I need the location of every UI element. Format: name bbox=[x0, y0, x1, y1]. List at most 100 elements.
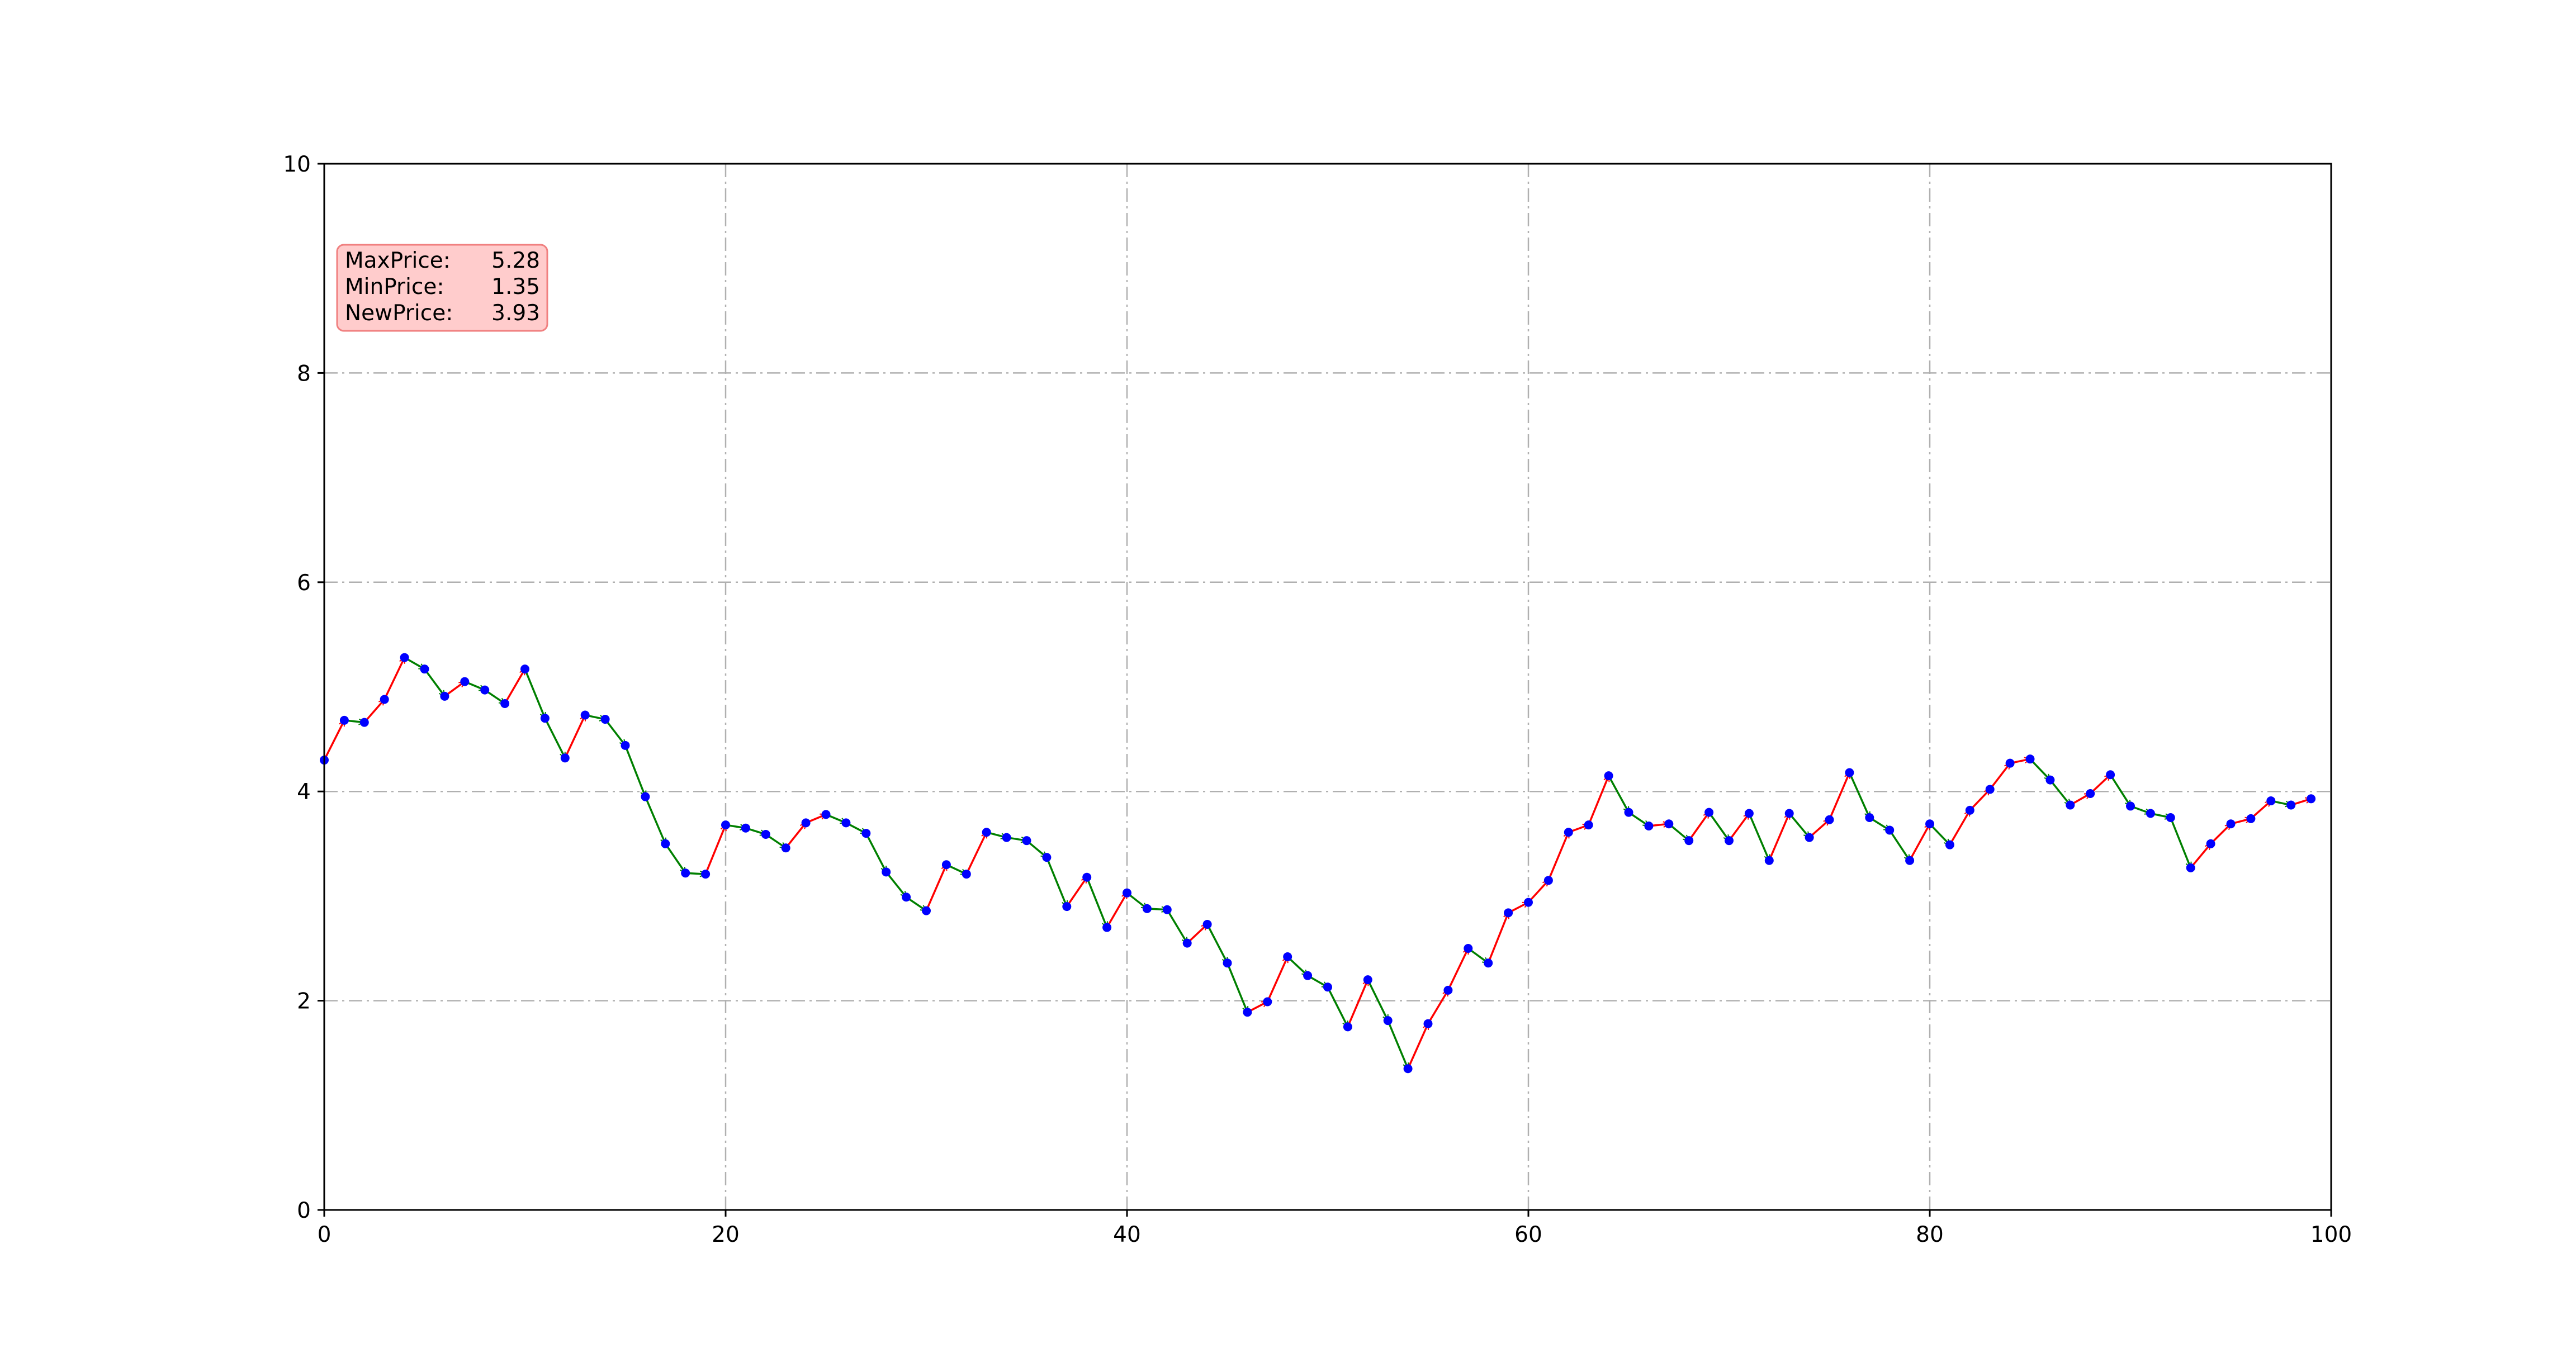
price-point bbox=[2025, 754, 2035, 764]
price-up-arrow bbox=[504, 669, 526, 704]
price-point bbox=[1363, 975, 1372, 985]
new-price-value: 3.93 bbox=[491, 301, 540, 326]
max-price-value: 5.28 bbox=[491, 248, 540, 273]
price-down-arrow bbox=[1888, 829, 1911, 860]
price-point bbox=[821, 810, 831, 819]
price-up-arrow bbox=[323, 720, 345, 761]
price-up-arrow bbox=[1347, 980, 1368, 1028]
price-point bbox=[962, 870, 971, 879]
price-point bbox=[600, 715, 610, 724]
price-up-arrow bbox=[1186, 924, 1208, 944]
price-point bbox=[2226, 819, 2236, 829]
x-tick-label: 40 bbox=[1113, 1222, 1141, 1247]
price-point bbox=[460, 677, 470, 686]
price-point bbox=[701, 870, 711, 879]
price-point bbox=[781, 843, 790, 853]
price-down-arrow bbox=[1287, 956, 1308, 976]
price-down-arrow bbox=[1788, 813, 1810, 838]
price-up-arrow bbox=[1407, 1024, 1429, 1069]
price-point bbox=[982, 828, 991, 837]
price-point bbox=[1484, 958, 1493, 968]
price-series bbox=[320, 653, 2316, 1074]
price-down-arrow bbox=[1327, 986, 1349, 1027]
price-point bbox=[1865, 813, 1874, 822]
price-point bbox=[1825, 815, 1834, 824]
price-point bbox=[2045, 775, 2055, 785]
price-point bbox=[1524, 898, 1533, 907]
x-tick-label: 100 bbox=[2310, 1222, 2352, 1247]
price-up-arrow bbox=[1828, 773, 1850, 820]
price-point bbox=[1604, 771, 1613, 781]
price-down-arrow bbox=[1387, 1020, 1408, 1069]
price-up-arrow bbox=[1547, 832, 1569, 881]
price-point bbox=[1945, 840, 1954, 849]
price-point bbox=[1403, 1064, 1413, 1074]
price-down-arrow bbox=[1608, 775, 1630, 813]
price-down-arrow bbox=[1929, 823, 1950, 844]
price-point bbox=[1985, 785, 1995, 794]
price-point bbox=[1142, 904, 1152, 913]
price-point bbox=[380, 695, 389, 704]
max-price-label: MaxPrice: bbox=[345, 248, 451, 273]
x-tick-label: 20 bbox=[712, 1222, 740, 1247]
price-point bbox=[580, 710, 590, 720]
price-down-arrow bbox=[1367, 979, 1389, 1020]
price-up-arrow bbox=[2090, 775, 2110, 795]
price-down-arrow bbox=[1166, 909, 1188, 943]
price-up-arrow bbox=[1066, 877, 1088, 908]
price-point bbox=[1443, 985, 1453, 995]
price-point bbox=[1564, 828, 1573, 837]
price-point bbox=[440, 691, 449, 701]
price-point bbox=[2166, 813, 2175, 822]
price-point bbox=[1042, 853, 1052, 862]
grid-lines bbox=[324, 164, 2331, 1210]
info-box-background bbox=[336, 244, 548, 332]
price-point bbox=[922, 906, 931, 915]
price-point bbox=[1925, 819, 1934, 829]
y-tick-label: 4 bbox=[297, 780, 311, 805]
price-down-arrow bbox=[2049, 779, 2070, 805]
price-point bbox=[2066, 800, 2075, 810]
price-point bbox=[500, 699, 510, 708]
price-down-arrow bbox=[1226, 962, 1248, 1012]
price-up-arrow bbox=[965, 832, 988, 875]
y-tick-label: 10 bbox=[283, 152, 311, 177]
price-up-arrow bbox=[1768, 814, 1789, 861]
price-up-arrow bbox=[363, 699, 385, 723]
price-point bbox=[2126, 801, 2135, 811]
price-up-arrow bbox=[704, 825, 726, 875]
price-up-arrow bbox=[1949, 810, 1971, 846]
price-point bbox=[1223, 958, 1232, 968]
price-point bbox=[1062, 902, 1072, 912]
min-price-value: 1.35 bbox=[491, 274, 540, 300]
price-down-arrow bbox=[2170, 817, 2191, 868]
price-point bbox=[1423, 1019, 1433, 1028]
price-down-arrow bbox=[1708, 811, 1730, 841]
price-down-arrow bbox=[1206, 924, 1229, 963]
price-point bbox=[1343, 1022, 1352, 1032]
price-down-arrow bbox=[1045, 857, 1067, 906]
price-point bbox=[2286, 800, 2296, 810]
price-point bbox=[1243, 1008, 1252, 1017]
price-point bbox=[1543, 876, 1553, 885]
plot-frame bbox=[323, 163, 2332, 1211]
y-tick-label: 2 bbox=[297, 989, 311, 1014]
price-down-arrow bbox=[885, 871, 906, 897]
price-point bbox=[2106, 770, 2115, 780]
price-down-arrow bbox=[624, 745, 646, 797]
price-point bbox=[2186, 863, 2195, 872]
price-point bbox=[1002, 833, 1011, 842]
price-point bbox=[801, 818, 811, 828]
price-point bbox=[359, 718, 369, 727]
price-point bbox=[1664, 819, 1674, 829]
price-up-arrow bbox=[1969, 789, 1990, 811]
price-down-arrow bbox=[2109, 774, 2132, 806]
price-point bbox=[1263, 997, 1272, 1007]
price-point bbox=[560, 753, 570, 763]
price-up-arrow bbox=[1447, 948, 1469, 991]
price-up-arrow bbox=[785, 823, 806, 849]
price-down-arrow bbox=[424, 668, 446, 696]
price-point bbox=[882, 867, 891, 877]
